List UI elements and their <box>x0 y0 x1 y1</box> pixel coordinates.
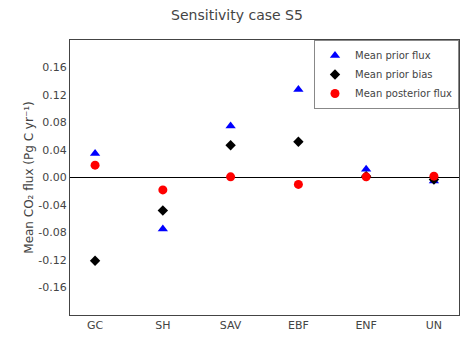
svg-text:Mean prior flux: Mean prior flux <box>355 50 431 61</box>
svg-text:0.04: 0.04 <box>42 144 67 157</box>
svg-text:ENF: ENF <box>355 319 377 332</box>
svg-text:UN: UN <box>426 319 442 332</box>
svg-text:-0.08: -0.08 <box>38 226 66 239</box>
svg-text:0.00: 0.00 <box>42 171 67 184</box>
svg-text:0.12: 0.12 <box>42 89 67 102</box>
svg-text:0.08: 0.08 <box>42 116 67 129</box>
svg-text:-0.04: -0.04 <box>38 199 66 212</box>
svg-text:GC: GC <box>87 319 104 332</box>
svg-text:0.16: 0.16 <box>42 61 67 74</box>
svg-text:SAV: SAV <box>220 319 242 332</box>
svg-text:Mean prior bias: Mean prior bias <box>355 69 433 80</box>
svg-text:EBF: EBF <box>288 319 309 332</box>
svg-text:Mean CO₂ flux (Pg C yr⁻¹): Mean CO₂ flux (Pg C yr⁻¹) <box>22 101 36 253</box>
svg-text:-0.16: -0.16 <box>38 281 66 294</box>
svg-text:Sensitivity case S5: Sensitivity case S5 <box>171 7 303 23</box>
svg-text:-0.12: -0.12 <box>38 254 66 267</box>
svg-text:Mean posterior flux: Mean posterior flux <box>355 88 452 99</box>
svg-text:SH: SH <box>155 319 170 332</box>
